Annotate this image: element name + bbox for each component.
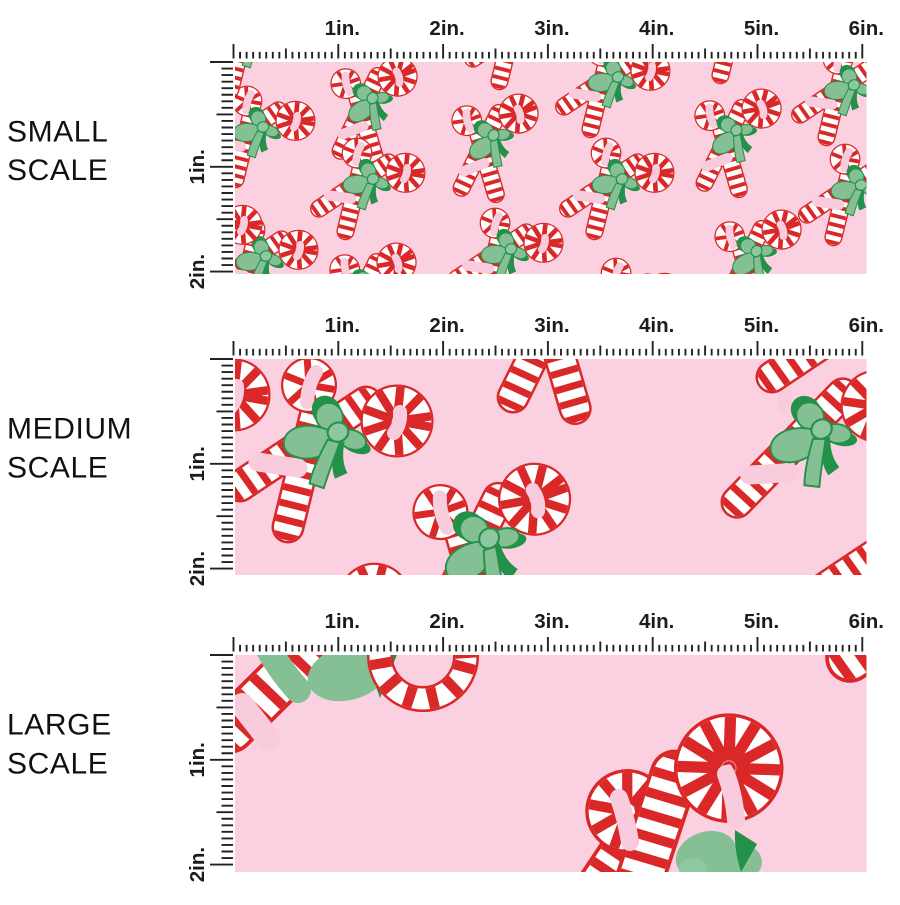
- svg-text:6in.: 6in.: [849, 314, 884, 337]
- svg-text:2in.: 2in.: [429, 314, 464, 337]
- svg-text:MEDIUM: MEDIUM: [7, 413, 132, 446]
- svg-text:3in.: 3in.: [534, 314, 569, 337]
- svg-text:2in.: 2in.: [186, 551, 209, 586]
- svg-text:1in.: 1in.: [325, 314, 360, 337]
- svg-text:2in.: 2in.: [429, 610, 464, 633]
- svg-text:6in.: 6in.: [849, 17, 884, 40]
- svg-text:5in.: 5in.: [744, 610, 779, 633]
- svg-text:4in.: 4in.: [639, 17, 674, 40]
- svg-text:SCALE: SCALE: [7, 154, 108, 187]
- svg-text:1in.: 1in.: [325, 17, 360, 40]
- svg-text:SCALE: SCALE: [7, 452, 108, 485]
- svg-text:5in.: 5in.: [744, 314, 779, 337]
- svg-text:4in.: 4in.: [639, 314, 674, 337]
- svg-text:1in.: 1in.: [186, 446, 209, 481]
- svg-text:1in.: 1in.: [325, 610, 360, 633]
- svg-text:LARGE: LARGE: [7, 709, 112, 742]
- svg-text:3in.: 3in.: [534, 17, 569, 40]
- svg-text:1in.: 1in.: [186, 742, 209, 777]
- svg-text:1in.: 1in.: [186, 149, 209, 184]
- svg-text:SMALL: SMALL: [7, 116, 108, 149]
- svg-text:6in.: 6in.: [849, 610, 884, 633]
- svg-text:5in.: 5in.: [744, 17, 779, 40]
- svg-text:3in.: 3in.: [534, 610, 569, 633]
- svg-text:2in.: 2in.: [429, 17, 464, 40]
- svg-text:SCALE: SCALE: [7, 748, 108, 781]
- svg-text:2in.: 2in.: [186, 847, 209, 882]
- svg-text:2in.: 2in.: [186, 254, 209, 289]
- svg-text:4in.: 4in.: [639, 610, 674, 633]
